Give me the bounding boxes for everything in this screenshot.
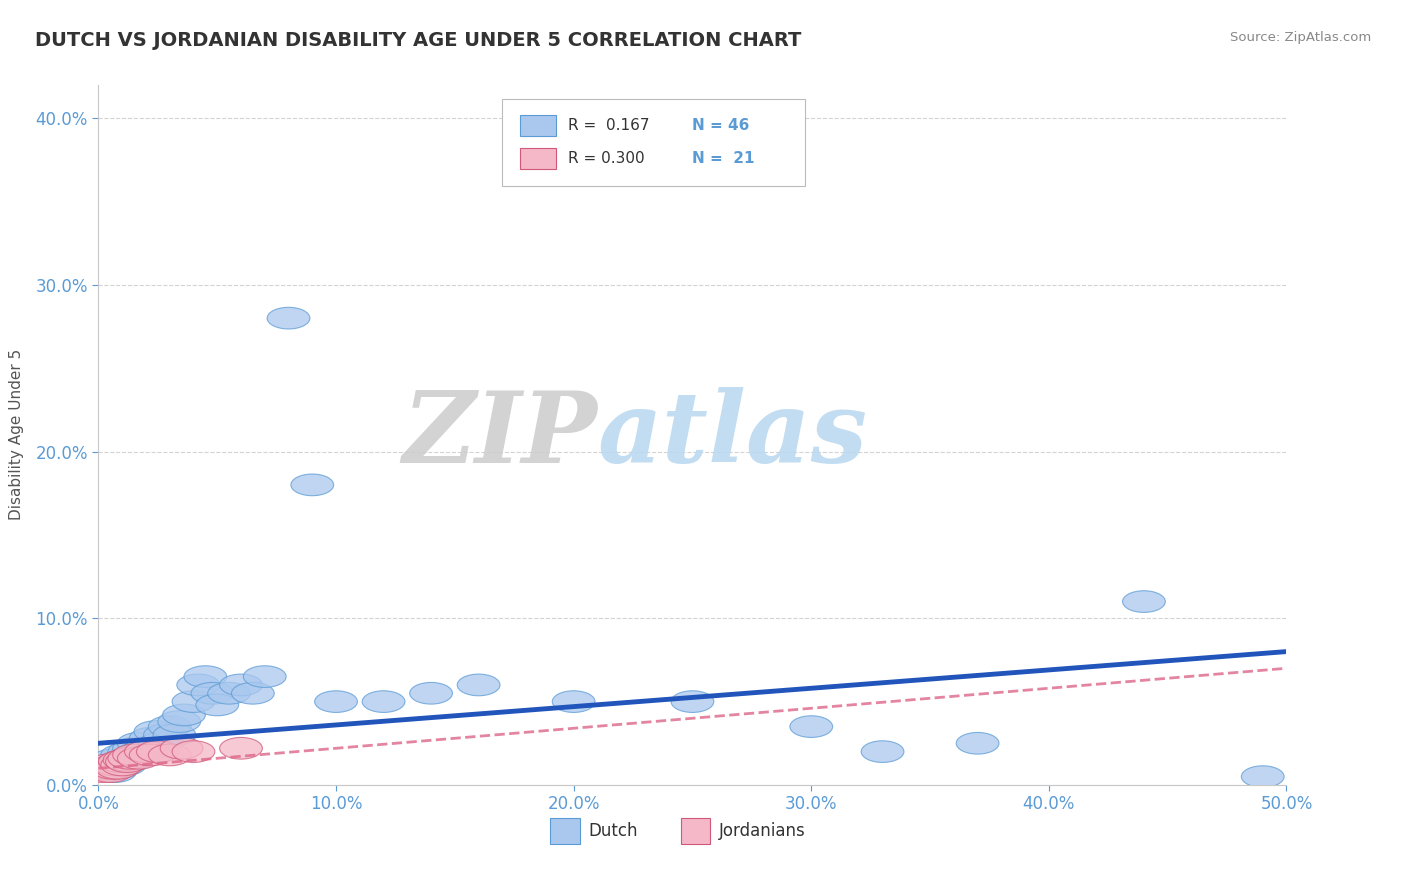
Ellipse shape [553, 690, 595, 713]
Bar [520, 115, 555, 136]
Ellipse shape [94, 761, 136, 782]
Ellipse shape [82, 757, 125, 779]
Ellipse shape [91, 757, 134, 779]
Ellipse shape [956, 732, 1000, 754]
Ellipse shape [172, 740, 215, 763]
Ellipse shape [134, 721, 177, 742]
Ellipse shape [219, 674, 263, 696]
Text: R =  0.167: R = 0.167 [568, 118, 650, 133]
Ellipse shape [125, 738, 167, 759]
Ellipse shape [232, 682, 274, 704]
Ellipse shape [103, 754, 146, 776]
Text: ZIP: ZIP [402, 386, 598, 483]
Y-axis label: Disability Age Under 5: Disability Age Under 5 [10, 350, 24, 520]
Ellipse shape [87, 754, 129, 776]
Ellipse shape [89, 761, 132, 782]
Text: N =  21: N = 21 [692, 151, 755, 166]
Text: R = 0.300: R = 0.300 [568, 151, 644, 166]
Ellipse shape [112, 738, 156, 759]
Ellipse shape [136, 740, 179, 763]
Ellipse shape [243, 665, 287, 688]
Text: Jordanians: Jordanians [718, 822, 806, 840]
Ellipse shape [457, 674, 501, 696]
Text: Source: ZipAtlas.com: Source: ZipAtlas.com [1230, 31, 1371, 45]
Ellipse shape [153, 724, 195, 746]
Ellipse shape [860, 740, 904, 763]
Ellipse shape [163, 704, 205, 726]
Ellipse shape [148, 715, 191, 738]
Ellipse shape [315, 690, 357, 713]
Ellipse shape [82, 761, 125, 782]
Text: N = 46: N = 46 [692, 118, 749, 133]
Bar [520, 148, 555, 169]
FancyBboxPatch shape [502, 99, 806, 186]
Ellipse shape [267, 308, 309, 329]
Ellipse shape [91, 749, 134, 771]
Ellipse shape [409, 682, 453, 704]
Text: atlas: atlas [598, 386, 868, 483]
Ellipse shape [172, 690, 215, 713]
Ellipse shape [129, 728, 172, 749]
Ellipse shape [139, 732, 181, 754]
Ellipse shape [143, 724, 187, 746]
Ellipse shape [110, 749, 153, 771]
Ellipse shape [208, 682, 250, 704]
Ellipse shape [101, 744, 143, 766]
Ellipse shape [148, 744, 191, 766]
Ellipse shape [157, 711, 201, 732]
Text: DUTCH VS JORDANIAN DISABILITY AGE UNDER 5 CORRELATION CHART: DUTCH VS JORDANIAN DISABILITY AGE UNDER … [35, 31, 801, 50]
Ellipse shape [195, 694, 239, 715]
Ellipse shape [105, 751, 148, 772]
Ellipse shape [125, 740, 167, 763]
Ellipse shape [98, 751, 141, 772]
Ellipse shape [184, 665, 226, 688]
Ellipse shape [191, 682, 233, 704]
Ellipse shape [96, 757, 139, 779]
Ellipse shape [671, 690, 714, 713]
Ellipse shape [101, 754, 143, 776]
Text: Dutch: Dutch [588, 822, 637, 840]
Ellipse shape [84, 757, 127, 779]
Ellipse shape [1122, 591, 1166, 613]
Ellipse shape [363, 690, 405, 713]
Ellipse shape [108, 747, 150, 769]
Ellipse shape [115, 744, 157, 766]
Bar [681, 818, 710, 845]
Ellipse shape [98, 751, 141, 772]
Ellipse shape [291, 474, 333, 496]
Ellipse shape [177, 674, 219, 696]
Ellipse shape [219, 738, 263, 759]
Ellipse shape [105, 747, 148, 769]
Ellipse shape [118, 732, 160, 754]
Ellipse shape [108, 740, 150, 763]
Bar [550, 818, 579, 845]
Ellipse shape [87, 754, 129, 776]
Ellipse shape [112, 744, 156, 766]
Ellipse shape [94, 754, 136, 776]
Ellipse shape [1241, 766, 1284, 788]
Ellipse shape [96, 757, 139, 779]
Ellipse shape [103, 749, 146, 771]
Ellipse shape [129, 744, 172, 766]
Ellipse shape [120, 740, 163, 763]
Ellipse shape [118, 747, 160, 769]
Ellipse shape [160, 738, 202, 759]
Ellipse shape [790, 715, 832, 738]
